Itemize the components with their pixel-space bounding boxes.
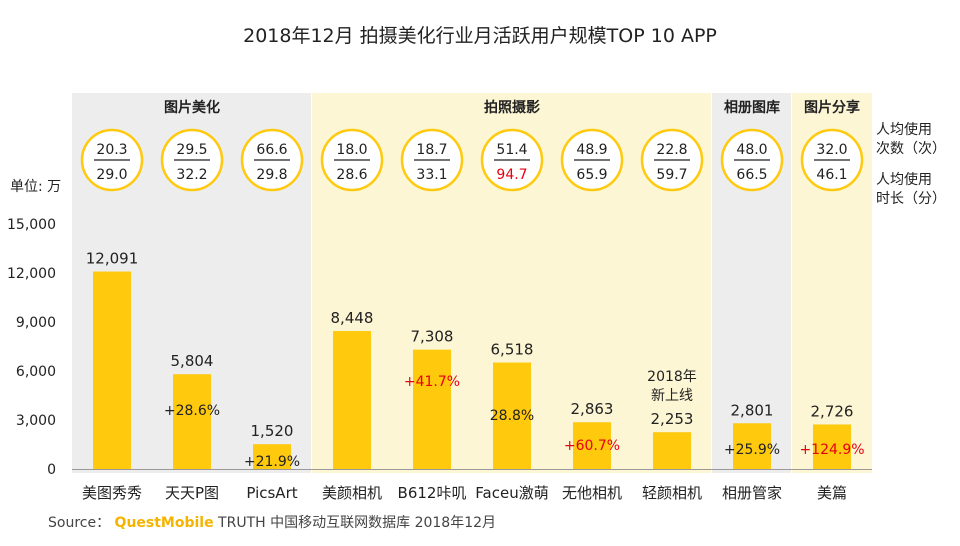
badge-duration-value: 33.1 (416, 167, 447, 183)
bar-annotation-line: 新上线 (651, 388, 693, 404)
bar (733, 423, 771, 469)
badge-times-value: 18.0 (336, 142, 367, 158)
x-tick-label: 美图秀秀 (82, 484, 142, 502)
group-header-label: 相册图库 (724, 99, 780, 116)
bar (653, 432, 691, 469)
bar (333, 331, 371, 469)
bar (813, 424, 851, 469)
y-axis: 0 3,000 6,000 9,000 12,000 15,000 (7, 217, 56, 478)
bar-value-label: 7,308 (411, 328, 454, 346)
bar (253, 444, 291, 469)
bar-growth-label: +124.9% (799, 442, 864, 458)
x-tick-label: 无他相机 (562, 484, 622, 502)
group-header-label: 拍照摄影 (484, 99, 540, 116)
bar-growth-label: +28.6% (164, 403, 220, 419)
bar-growth-label: +60.7% (564, 438, 620, 454)
y-tick-label: 9,000 (16, 315, 56, 331)
badge-times-value: 32.0 (816, 142, 847, 158)
x-tick-label: 轻颜相机 (642, 484, 702, 502)
y-tick-label: 6,000 (16, 364, 56, 380)
bar (493, 362, 531, 469)
bar-value-label: 2,863 (571, 400, 614, 418)
legend-duration-line2: 时长（分） (876, 191, 946, 207)
badge-times-value: 51.4 (496, 142, 527, 158)
x-tick-label: 美颜相机 (322, 484, 382, 502)
bar-value-label: 12,091 (86, 250, 139, 268)
badge-duration-value: 94.7 (496, 167, 527, 183)
source-brand: QuestMobile (114, 515, 214, 531)
bar (413, 349, 451, 469)
x-tick-label: 相册管家 (722, 484, 782, 502)
badge-times-value: 20.3 (96, 142, 127, 158)
legend-duration-line1: 人均使用 (876, 171, 932, 188)
unit-label: 单位: 万 (10, 179, 61, 195)
bar (573, 422, 611, 469)
y-tick-label: 3,000 (16, 413, 56, 429)
bar-value-label: 8,448 (331, 309, 374, 327)
source-rest: TRUTH 中国移动互联网数据库 2018年12月 (213, 515, 497, 531)
bar-series: 12,091 5,804 +28.6% 1,520 +21.9% 8,448 7,308 +4… (86, 250, 865, 470)
y-tick-label: 0 (47, 462, 56, 478)
chart-title: 2018年12月 拍摄美化行业月活跃用户规模TOP 10 APP (243, 25, 717, 47)
x-tick-label: PicsArt (246, 484, 297, 502)
x-tick-label: Faceu激萌 (475, 484, 548, 502)
bar (173, 374, 211, 469)
badge-duration-value: 28.6 (336, 167, 367, 183)
legend-times-line1: 人均使用 (876, 121, 932, 138)
legend-times-line2: 次数（次） (876, 141, 946, 157)
badge-times-value: 48.0 (736, 142, 767, 158)
bar-growth-label: 28.8% (490, 408, 534, 424)
bar-value-label: 2,253 (651, 410, 694, 428)
bar-annotation-line: 2018年 (647, 369, 697, 385)
badge-row: 20.3 29.0 29.5 32.2 66.6 29.8 18.0 28.6 18.7 33.1… (80, 128, 864, 192)
bar-value-label: 1,520 (251, 422, 294, 440)
bar-value-label: 2,801 (731, 401, 774, 419)
badge-times-value: 22.8 (656, 142, 687, 158)
x-axis: 美图秀秀 天天P图 PicsArt 美颜相机 B612咔叽 Faceu激萌 无他相机 轻颜相机… (72, 469, 872, 502)
group-header-label: 图片分享 (804, 99, 860, 116)
bar (93, 271, 131, 469)
bar-value-label: 5,804 (171, 352, 214, 370)
bar-growth-label: +41.7% (404, 374, 460, 390)
source-prefix: Source： (48, 515, 111, 531)
badge-duration-value: 66.5 (736, 167, 767, 183)
y-tick-label: 12,000 (7, 266, 56, 282)
badge-times-value: 29.5 (176, 142, 207, 158)
bar-growth-label: +21.9% (244, 454, 300, 470)
source-note: Source： QuestMobile TRUTH 中国移动互联网数据库 201… (48, 512, 496, 532)
badge-duration-value: 46.1 (816, 167, 847, 183)
badge-duration-value: 32.2 (176, 167, 207, 183)
badge-duration-value: 29.8 (256, 167, 287, 183)
y-tick-label: 15,000 (7, 217, 56, 233)
bar-growth-label: +25.9% (724, 442, 780, 458)
badge-times-value: 48.9 (576, 142, 607, 158)
x-tick-label: 天天P图 (165, 484, 219, 502)
bar-value-label: 2,726 (811, 402, 854, 420)
badge-times-value: 18.7 (416, 142, 447, 158)
x-tick-label: B612咔叽 (398, 484, 467, 502)
badge-duration-value: 65.9 (576, 167, 607, 183)
badge-duration-value: 59.7 (656, 167, 687, 183)
badge-legend: 人均使用 次数（次） 人均使用 时长（分） (876, 121, 946, 207)
badge-times-value: 66.6 (256, 142, 287, 158)
group-header-label: 图片美化 (164, 99, 220, 116)
x-tick-label: 美篇 (817, 484, 847, 502)
badge-duration-value: 29.0 (96, 167, 127, 183)
bar-value-label: 6,518 (491, 341, 534, 359)
